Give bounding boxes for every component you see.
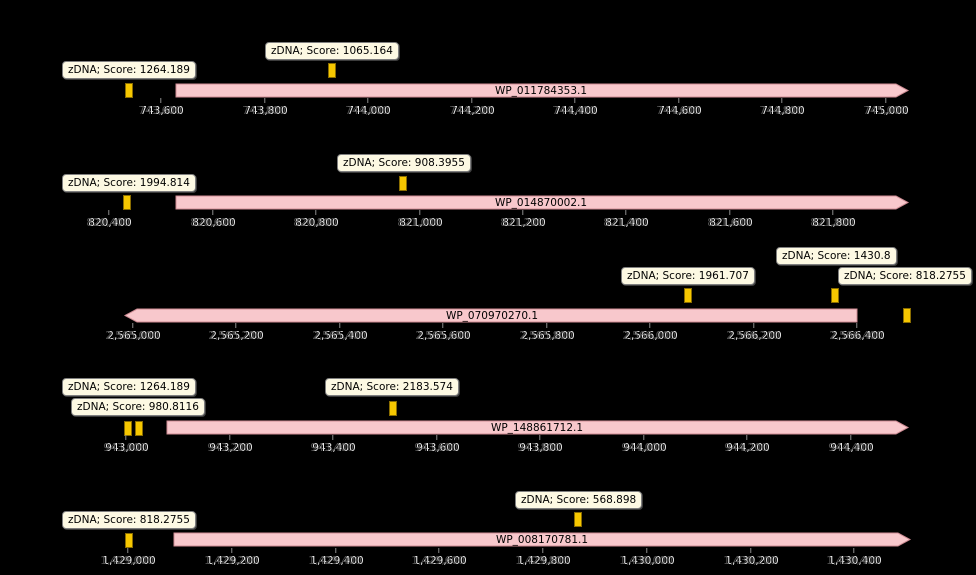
- axis-tick-label: 820,800: [293, 210, 337, 229]
- zdna-site-marker: [574, 512, 582, 527]
- zdna-site-marker: [123, 195, 131, 210]
- zdna-score-label: zDNA; Score: 568.898: [515, 491, 643, 509]
- zdna-site-marker: [124, 421, 132, 436]
- axis-tick-label: 943,000: [103, 435, 147, 454]
- axis-tick-label: 744,800: [759, 98, 803, 117]
- axis-tick-label: 2,566,200: [726, 323, 780, 342]
- axis-tick-label: 1,429,400: [308, 548, 362, 567]
- axis-tick-label: 820,400: [86, 210, 130, 229]
- zdna-site-marker: [135, 421, 143, 436]
- axis-tick-label: 744,400: [552, 98, 596, 117]
- axis-tick-label: 1,429,800: [515, 548, 569, 567]
- gene-name-label: WP_148861712.1: [490, 422, 584, 434]
- axis-tick-label: 944,400: [828, 435, 872, 454]
- axis-tick-label: 743,800: [242, 98, 286, 117]
- gene-arrow-track4: [166, 420, 910, 435]
- zdna-site-marker: [328, 63, 336, 78]
- gene-name-label: WP_014870002.1: [494, 197, 588, 209]
- axis-tick-label: 944,000: [621, 435, 665, 454]
- zdna-score-label: zDNA; Score: 818.2755: [62, 511, 196, 529]
- zdna-score-label: zDNA; Score: 1264.189: [62, 61, 196, 79]
- axis-tick-label: 2,565,800: [519, 323, 573, 342]
- axis-tick-label: 944,200: [724, 435, 768, 454]
- zdna-site-marker: [389, 401, 397, 416]
- axis-tick-label: 743,600: [138, 98, 182, 117]
- axis-tick-label: 943,800: [517, 435, 561, 454]
- gene-name-label: WP_070970270.1: [445, 310, 539, 322]
- axis-tick-label: 2,565,200: [208, 323, 262, 342]
- axis-tick-label: 745,000: [863, 98, 907, 117]
- axis-tick-label: 1,430,000: [619, 548, 673, 567]
- axis-tick-label: 2,566,400: [829, 323, 883, 342]
- axis-tick-label: 1,429,200: [204, 548, 258, 567]
- axis-tick-label: 821,200: [500, 210, 544, 229]
- zdna-site-marker: [831, 288, 839, 303]
- axis-tick-label: 744,000: [345, 98, 389, 117]
- axis-tick-label: 2,565,400: [312, 323, 366, 342]
- axis-tick-label: 943,600: [414, 435, 458, 454]
- axis-tick-label: 1,429,600: [411, 548, 465, 567]
- axis-tick-label: 2,565,000: [105, 323, 159, 342]
- gene-name-label: WP_008170781.1: [495, 534, 589, 546]
- axis-tick-label: 821,600: [707, 210, 751, 229]
- axis-tick-label: 943,200: [207, 435, 251, 454]
- zdna-site-marker: [125, 533, 133, 548]
- zdna-score-label: zDNA; Score: 1430.8: [776, 247, 897, 265]
- axis-tick-label: 2,565,600: [415, 323, 469, 342]
- zdna-site-marker: [125, 83, 133, 98]
- zdna-score-label: zDNA; Score: 1994.814: [62, 174, 196, 192]
- gene-name-label: WP_011784353.1: [494, 85, 588, 97]
- zdna-score-label: zDNA; Score: 818.2755: [838, 267, 972, 285]
- zdna-score-label: zDNA; Score: 908.3955: [337, 154, 471, 172]
- axis-tick-label: 943,400: [310, 435, 354, 454]
- axis-tick-label: 744,200: [449, 98, 493, 117]
- zdna-score-label: zDNA; Score: 980.8116: [71, 398, 205, 416]
- zdna-score-label: zDNA; Score: 1264.189: [62, 378, 196, 396]
- axis-tick-label: 1,430,200: [723, 548, 777, 567]
- zdna-score-label: zDNA; Score: 1961.707: [621, 267, 755, 285]
- zdna-score-label: zDNA; Score: 1065.164: [265, 42, 399, 60]
- axis-tick-label: 821,800: [810, 210, 854, 229]
- zdna-site-marker: [399, 176, 407, 191]
- axis-tick-label: 820,600: [190, 210, 234, 229]
- gene-arrow-track1: [175, 83, 910, 98]
- axis-tick-label: 2,566,000: [622, 323, 676, 342]
- axis-tick-label: 821,400: [603, 210, 647, 229]
- axis-tick-label: 821,000: [397, 210, 441, 229]
- zdna-score-label: zDNA; Score: 2183.574: [325, 378, 459, 396]
- axis-tick-label: 744,600: [656, 98, 700, 117]
- gene-arrow-track2: [175, 195, 910, 210]
- gene-arrow-track3: [123, 308, 858, 323]
- axis-tick-label: 1,429,000: [100, 548, 154, 567]
- zdna-site-marker: [903, 308, 911, 323]
- axis-tick-label: 1,430,400: [826, 548, 880, 567]
- gene-arrow-track5: [173, 532, 912, 547]
- zdna-site-marker: [684, 288, 692, 303]
